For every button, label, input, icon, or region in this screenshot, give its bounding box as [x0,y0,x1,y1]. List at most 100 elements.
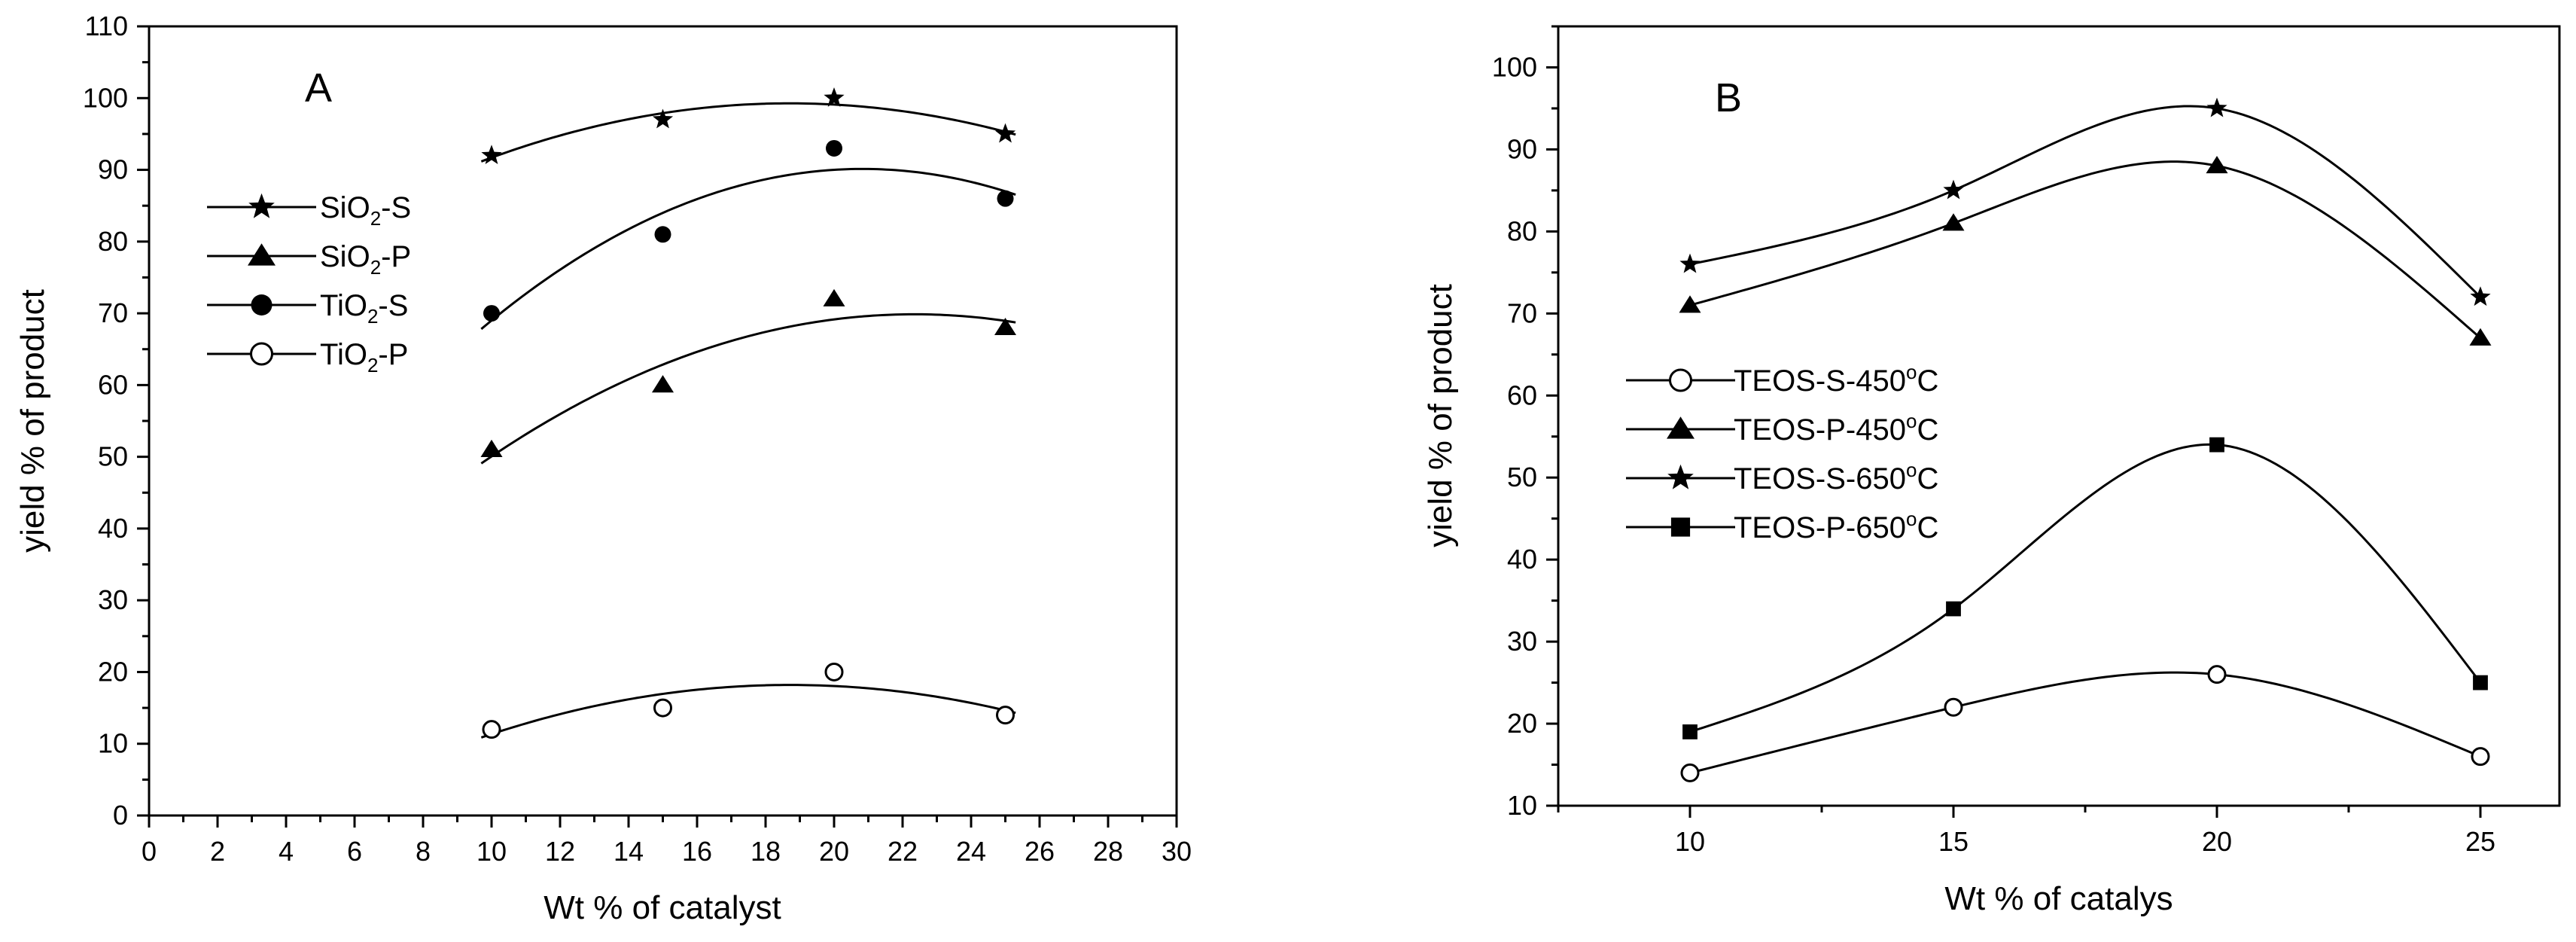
fit-curves [1689,105,2482,774]
legend-marker [1667,416,1694,439]
data-point [653,698,672,718]
x-axis-title: Wt % of catalyst [544,889,781,926]
legend-label: TEOS-S-650oC [1734,459,1938,495]
x-tick-label: 10 [477,836,507,867]
legend-marker [1670,517,1691,537]
legend-marker [1667,464,1694,489]
legend-label: TEOS-P-650oC [1734,508,1938,544]
x-tick-label: 6 [347,836,362,867]
data-point [994,317,1017,336]
y-axis-title: yield % of product [1422,284,1459,547]
data-point [1679,295,1701,313]
data-point [2469,328,2492,346]
x-tick-label: 15 [1938,826,1969,857]
fit-curves [480,102,1016,739]
fit-curve-circle-filled [480,167,1016,331]
x-tick-label: 18 [751,836,781,867]
y-tick-label: 0 [113,800,128,831]
panel-label: A [305,66,332,111]
y-tick-label: 70 [1507,297,1537,328]
y-tick-label: 10 [98,728,128,759]
x-tick-label: 28 [1093,836,1123,867]
x-tick-label: 10 [1675,826,1705,857]
panel-b-chart: 10 15 20 25 10 20 30 40 50 60 70 80 90 100 TEOS-S-45… [1422,25,2561,917]
panel-a-chart: 0 2 4 6 8 10 12 14 16 18 20 22 24 26 28 30 010203040506… [14,11,1192,926]
data-point [826,139,842,157]
y-tick-label: 100 [1492,51,1537,82]
y-tick-label: 80 [98,226,128,257]
x-axis-title: Wt % of catalys [1944,880,2173,917]
x-tick-label: 20 [2202,826,2232,857]
y-tick-label: 50 [98,441,128,472]
data-point [1682,724,1698,739]
data-point [483,305,500,322]
data-point [2206,156,2228,174]
y-tick-label: 110 [85,11,128,41]
legend-marker [250,342,273,366]
y-axis-title: yield % of product [14,289,51,553]
x-tick-label: 0 [142,836,157,867]
y-tick-label: 50 [1507,462,1537,492]
x-tick-label: 22 [888,836,918,867]
y-tick-label: 90 [1507,133,1537,164]
data-points [480,87,1017,739]
fit-curve-triangle [480,312,1016,465]
data-point [651,375,674,393]
fit-curve-circle-open [1689,671,2481,774]
x-tick-label: 20 [819,836,849,867]
data-point [1944,697,1963,717]
y-tick-label: 10 [1507,790,1537,821]
x-tick-label: 8 [416,836,431,867]
x-tick-label: 30 [1162,836,1192,867]
data-point [1680,763,1700,782]
data-point [481,145,502,165]
data-point [1946,601,1961,617]
y-tick-label: 30 [98,584,128,615]
fit-curve-star [1689,105,2482,298]
legend-label: TEOS-P-450oC [1734,410,1938,447]
legend-label: SiO2-P [320,240,411,279]
y-tick-label: 20 [1507,708,1537,739]
x-tick-label: 24 [956,836,986,867]
data-point [2471,747,2490,767]
x-tick-label: 2 [210,836,225,867]
legend-label: SiO2-S [320,191,411,230]
data-point [1943,179,1964,200]
y-tick-label: 40 [98,513,128,544]
legend-label: TiO2-P [320,338,408,376]
data-point [824,662,844,681]
y-tick-label: 100 [83,82,128,113]
legend-marker [248,193,275,218]
y-tick-label: 70 [98,297,128,328]
data-point [824,87,845,107]
fit-curve-star [480,102,1016,163]
data-point [823,288,845,306]
data-point [997,190,1014,207]
plot-frame [1557,25,2561,807]
x-tick-label: 26 [1025,836,1055,867]
legend-label: TEOS-S-450oC [1734,361,1938,398]
x-tick-label: 4 [279,836,294,867]
legend: TEOS-S-450oC TEOS-P-450oC TEOS-S-650oC TEOS… [1626,361,1938,544]
fit-curve-triangle [1689,160,2481,340]
data-point [994,123,1016,143]
data-points [1679,97,2492,782]
x-axis-ticks: 10 15 20 25 [1557,806,2495,857]
data-point [996,706,1015,725]
y-tick-label: 20 [98,656,128,687]
data-point [480,439,503,458]
x-tick-label: 14 [614,836,644,867]
data-point [2209,437,2224,453]
x-axis-ticks: 0 2 4 6 8 10 12 14 16 18 20 22 24 26 28 30 [142,815,1192,867]
legend-marker [251,294,273,316]
legend: SiO2-S SiO2-P TiO2-S TiO2-P [207,191,411,376]
y-tick-label: 80 [1507,215,1537,246]
x-tick-label: 16 [682,836,712,867]
data-point [652,108,674,129]
data-point [2207,665,2227,684]
x-tick-label: 25 [2465,826,2495,857]
data-point [482,720,501,739]
legend-label: TiO2-S [320,289,408,328]
legend-marker [1669,368,1692,392]
